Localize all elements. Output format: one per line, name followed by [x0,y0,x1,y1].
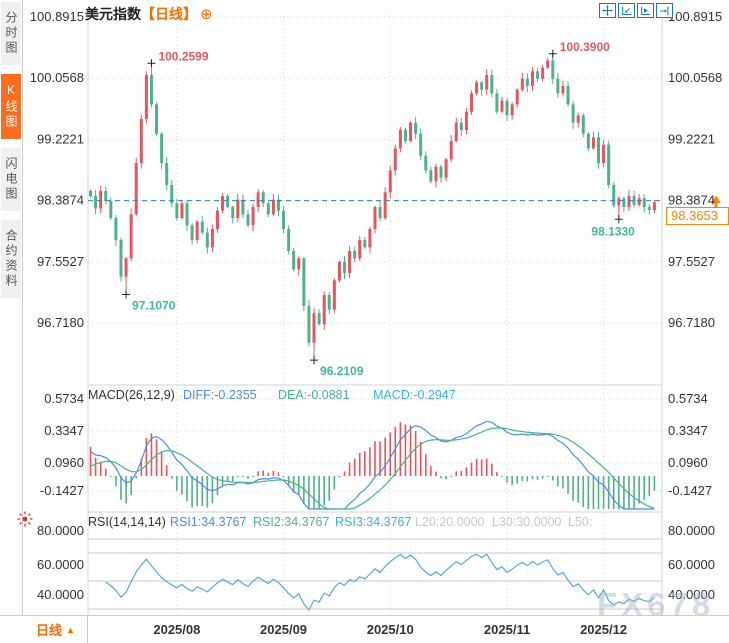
svg-text:96.7180: 96.7180 [37,315,84,330]
svg-text:MACD:-0.2947: MACD:-0.2947 [373,388,456,402]
svg-text:40.0000: 40.0000 [37,587,84,602]
svg-text:100.8915: 100.8915 [668,9,722,24]
svg-text:97.1070: 97.1070 [132,298,176,312]
svg-text:RSI(14,14,14): RSI(14,14,14) [88,515,166,529]
svg-text:RSI3:34.3767: RSI3:34.3767 [335,515,411,529]
tab-label: 合约资料 [4,229,18,289]
grid-lines [88,12,662,613]
axis-tick-labels: 100.8915 100.8915 100.0568 100.0568 99.2221 9… [30,9,722,602]
period-tag: 【日线】 [141,6,197,22]
svg-text:96.7180: 96.7180 [668,315,715,330]
chart-toolbar [597,3,673,18]
svg-text:MACD(26,12,9): MACD(26,12,9) [88,388,175,402]
reference-price-line [88,195,721,208]
svg-text:97.5527: 97.5527 [668,254,715,269]
indicator-legends: MACD(26,12,9) DIFF:-0.2355 DEA:-0.0881 MACD… [88,388,592,529]
svg-text:0.0960: 0.0960 [44,455,84,470]
svg-text:DEA:-0.0881: DEA:-0.0881 [278,388,350,402]
svg-text:100.8915: 100.8915 [30,9,84,24]
svg-text:80.0000: 80.0000 [668,523,715,538]
svg-text:0.5734: 0.5734 [44,391,84,406]
svg-text:0.0960: 0.0960 [668,455,708,470]
x-axis-month-label: 2025/09 [260,622,308,637]
period-label: 日线 [36,623,63,638]
svg-text:100.0568: 100.0568 [30,70,84,85]
svg-text:97.5527: 97.5527 [37,254,84,269]
svg-text:99.2221: 99.2221 [37,131,84,146]
svg-text:0.3347: 0.3347 [44,423,84,438]
last-price-box: 98.3653 [666,207,729,225]
svg-text:L50:: L50: [568,515,592,529]
svg-text:40.0000: 40.0000 [668,587,715,602]
x-axis-month-label: 2025/10 [366,622,414,637]
svg-text:-0.1427: -0.1427 [668,483,712,498]
play-forward-icon[interactable] [637,3,654,18]
rsi-line [105,553,655,612]
tab-label: 闪电图 [4,157,18,202]
x-axis-month-label: 2025/11 [483,622,531,637]
svg-text:100.0568: 100.0568 [668,70,722,85]
x-axis-month-label: 2025/12 [580,622,628,637]
svg-text:RSI1:34.3767: RSI1:34.3767 [170,515,246,529]
tab-contract-info[interactable]: 合约资料 [1,220,21,298]
svg-text:60.0000: 60.0000 [668,557,715,572]
period-selector[interactable]: 日线 ▲ [24,616,88,643]
compress-left-icon[interactable] [618,3,635,18]
macd-histogram [89,422,656,509]
svg-text:98.3874: 98.3874 [668,193,715,208]
indicator-settings-icon[interactable] [16,510,34,528]
svg-text:98.3874: 98.3874 [37,193,84,208]
macd-lines [90,420,655,510]
candles [89,53,656,361]
main-chart-canvas[interactable]: 97.1070100.259996.2109100.390098.1330100… [23,0,729,615]
add-compare-icon[interactable]: ⊕ [200,6,213,23]
svg-text:96.2109: 96.2109 [320,364,364,378]
shift-right-icon[interactable] [656,3,673,18]
chevron-up-icon: ▲ [66,624,75,635]
svg-text:0.5734: 0.5734 [668,391,708,406]
instrument-title: 美元指数 [85,6,141,22]
svg-text:60.0000: 60.0000 [37,557,84,572]
svg-text:RSI2:34.3767: RSI2:34.3767 [253,515,329,529]
svg-text:L30:30.0000: L30:30.0000 [492,515,562,529]
svg-text:98.1330: 98.1330 [591,224,635,238]
tab-lightning-chart[interactable]: 闪电图 [1,148,21,211]
tab-label: K线图 [4,83,18,130]
svg-text:DIFF:-0.2355: DIFF:-0.2355 [183,388,257,402]
svg-text:100.3900: 100.3900 [560,40,610,54]
move-tool-icon[interactable] [599,3,616,18]
panel-borders [87,10,663,615]
x-axis-month-label: 2025/08 [153,622,201,637]
svg-text:80.0000: 80.0000 [37,523,84,538]
svg-text:L20:20.0000: L20:20.0000 [415,515,485,529]
tab-candlestick-chart[interactable]: K线图 [1,74,21,139]
bottom-bar: 日线 ▲ 2025/08 2025/09 2025/10 2025/11 2025/12 [0,615,729,643]
extreme-annotations: 97.1070 100.2599 96.2109 100.3900 98.1330 [122,40,635,378]
tab-label: 分时图 [4,11,18,56]
svg-text:0.3347: 0.3347 [668,423,708,438]
tab-time-share-chart[interactable]: 分时图 [1,2,21,65]
left-tab-strip: 分时图 K线图 闪电图 合约资料 [0,0,23,643]
svg-text:100.2599: 100.2599 [158,49,208,63]
chart-header: 美元指数【日线】 ⊕ [85,4,213,24]
svg-text:-0.1427: -0.1427 [40,483,84,498]
svg-text:99.2221: 99.2221 [668,131,715,146]
